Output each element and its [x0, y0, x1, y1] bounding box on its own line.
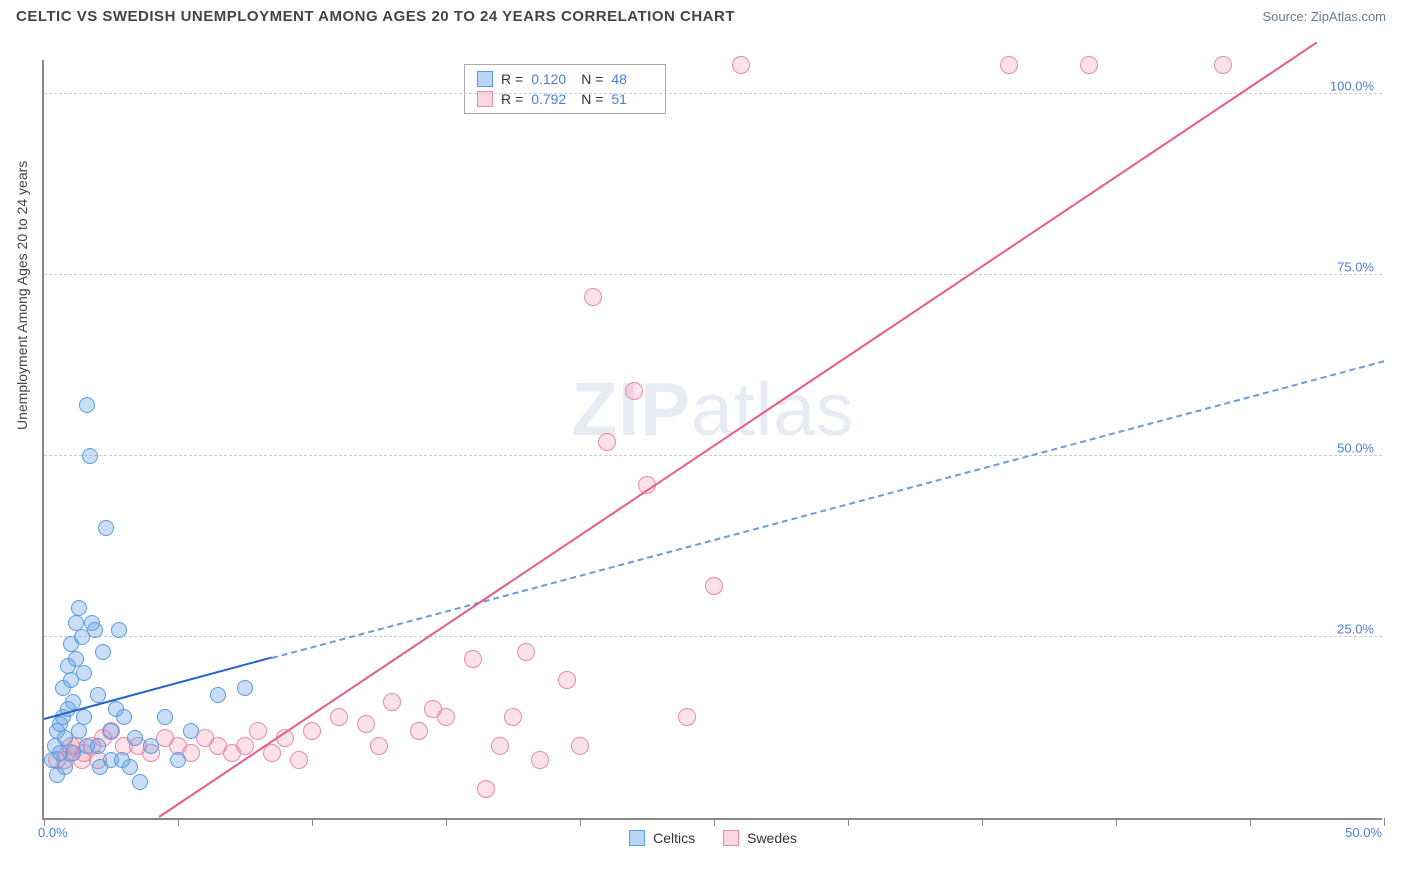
data-point: [410, 722, 428, 740]
data-point: [1080, 56, 1098, 74]
data-point: [143, 738, 159, 754]
data-point: [303, 722, 321, 740]
trend-line: [159, 42, 1318, 818]
trend-line: [272, 360, 1385, 659]
series-legend: Celtics Swedes: [629, 830, 797, 846]
x-tick: [1116, 818, 1117, 826]
data-point: [127, 730, 143, 746]
data-point: [705, 577, 723, 595]
data-point: [491, 737, 509, 755]
data-point: [625, 382, 643, 400]
data-point: [598, 433, 616, 451]
data-point: [584, 288, 602, 306]
x-min-label: 0.0%: [38, 825, 68, 840]
data-point: [79, 738, 95, 754]
r-value: 0.120: [531, 71, 573, 87]
data-point: [237, 680, 253, 696]
x-tick: [848, 818, 849, 826]
n-value: 48: [611, 71, 653, 87]
data-point: [157, 709, 173, 725]
data-point: [90, 687, 106, 703]
x-tick: [446, 818, 447, 826]
source-credit: Source: ZipAtlas.com: [1262, 9, 1386, 24]
data-point: [1000, 56, 1018, 74]
n-label: N =: [581, 71, 603, 87]
data-point: [170, 752, 186, 768]
x-tick: [1384, 818, 1385, 826]
legend-swatch: [477, 71, 493, 87]
data-point: [571, 737, 589, 755]
data-point: [122, 759, 138, 775]
data-point: [370, 737, 388, 755]
data-point: [111, 622, 127, 638]
y-tick-label: 25.0%: [1337, 622, 1374, 637]
y-tick-label: 75.0%: [1337, 260, 1374, 275]
data-point: [103, 723, 119, 739]
r-label: R =: [501, 71, 523, 87]
legend-swatch: [723, 830, 739, 846]
gridline-h: [44, 274, 1382, 275]
y-tick-label: 100.0%: [1330, 79, 1374, 94]
data-point: [477, 780, 495, 798]
legend-label: Celtics: [653, 830, 695, 846]
x-tick: [312, 818, 313, 826]
data-point: [290, 751, 308, 769]
y-axis-label: Unemployment Among Ages 20 to 24 years: [14, 161, 30, 430]
data-point: [68, 651, 84, 667]
data-point: [76, 665, 92, 681]
data-point: [531, 751, 549, 769]
data-point: [249, 722, 267, 740]
x-tick: [1250, 818, 1251, 826]
data-point: [87, 622, 103, 638]
stat-row: R = 0.120 N = 48: [465, 69, 665, 89]
data-point: [71, 723, 87, 739]
data-point: [464, 650, 482, 668]
legend-item: Swedes: [723, 830, 797, 846]
gridline-h: [44, 636, 1382, 637]
data-point: [504, 708, 522, 726]
data-point: [558, 671, 576, 689]
data-point: [183, 723, 199, 739]
data-point: [132, 774, 148, 790]
data-point: [357, 715, 375, 733]
data-point: [116, 709, 132, 725]
legend-label: Swedes: [747, 830, 797, 846]
stat-row: R =0.792N =51: [465, 89, 665, 109]
chart-title: CELTIC VS SWEDISH UNEMPLOYMENT AMONG AGE…: [16, 8, 735, 25]
gridline-h: [44, 455, 1382, 456]
x-tick: [178, 818, 179, 826]
data-point: [71, 600, 87, 616]
gridline-h: [44, 93, 1382, 94]
scatter-chart: ZIPatlas R =0.120N =48R =0.792N =51 Celt…: [42, 60, 1382, 820]
data-point: [678, 708, 696, 726]
x-tick: [982, 818, 983, 826]
legend-item: Celtics: [629, 830, 695, 846]
data-point: [330, 708, 348, 726]
x-tick: [714, 818, 715, 826]
stats-legend: R = 0.120 N = 48 R =0.792N =51: [464, 64, 666, 114]
data-point: [732, 56, 750, 74]
data-point: [82, 448, 98, 464]
x-max-label: 50.0%: [1345, 825, 1382, 840]
data-point: [1214, 56, 1232, 74]
data-point: [95, 644, 111, 660]
data-point: [98, 520, 114, 536]
x-tick: [580, 818, 581, 826]
data-point: [79, 397, 95, 413]
data-point: [210, 687, 226, 703]
data-point: [517, 643, 535, 661]
data-point: [383, 693, 401, 711]
data-point: [57, 759, 73, 775]
data-point: [437, 708, 455, 726]
y-tick-label: 50.0%: [1337, 441, 1374, 456]
legend-swatch: [629, 830, 645, 846]
data-point: [236, 737, 254, 755]
